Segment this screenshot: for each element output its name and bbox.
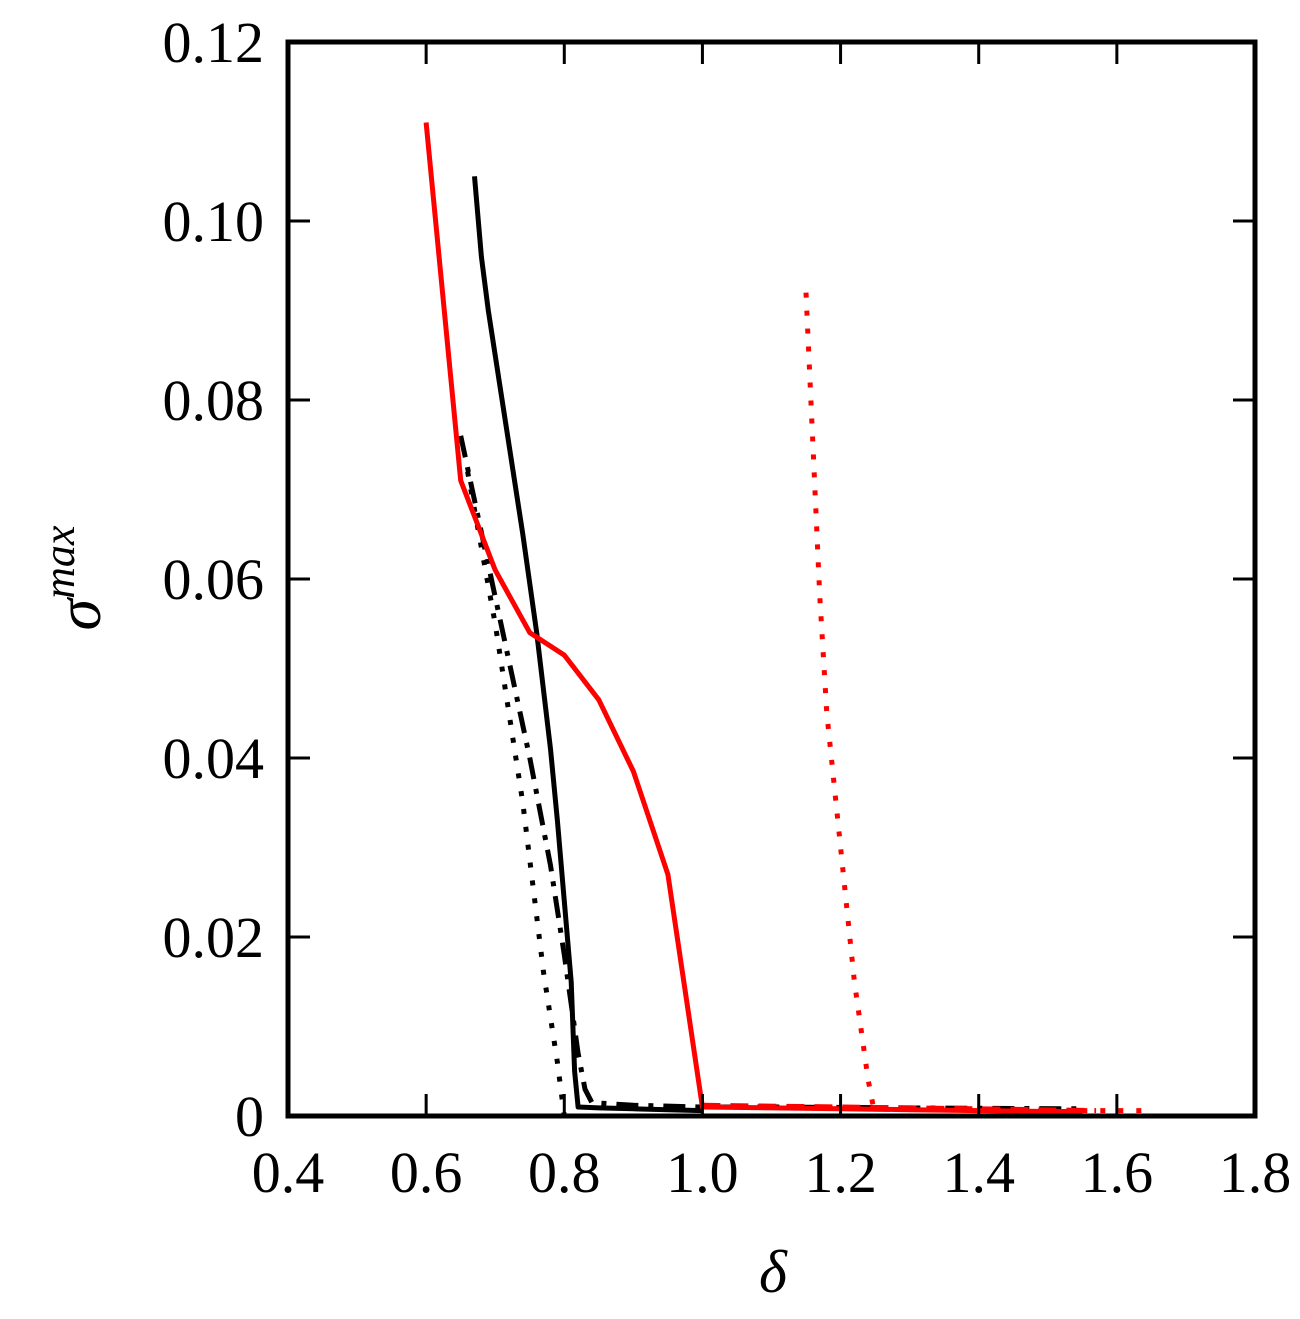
- x-tick-label: 1.8: [1219, 1140, 1292, 1205]
- y-tick-label: 0.08: [163, 368, 265, 433]
- series-layer: [423, 122, 1152, 1117]
- y-axis-label-superscript: max: [35, 525, 84, 599]
- ticks-layer: 0.4 0.6 0.8 1.0 1.2 1.4 1.6 1.8 0 0.02 0.04 0.06 0.0…: [163, 10, 1292, 1205]
- x-tick-label: 1.0: [666, 1140, 739, 1205]
- x-axis-label: δ: [759, 1239, 788, 1305]
- y-tick-label: 0.10: [163, 189, 265, 254]
- x-tick-label: 1.2: [804, 1140, 877, 1205]
- y-axis-label-base: σ: [43, 596, 114, 630]
- y-tick-label: 0: [235, 1084, 264, 1149]
- y-tick-label: 0.12: [163, 10, 265, 75]
- series-line-5: [803, 292, 878, 1117]
- y-tick-label: 0.04: [163, 726, 265, 791]
- y-tick-label: 0.06: [163, 547, 265, 612]
- series-line-4: [423, 122, 1083, 1114]
- series-line-3: [465, 471, 567, 1117]
- x-tick-label: 1.6: [1081, 1140, 1154, 1205]
- series-line-6: [702, 1102, 1097, 1114]
- x-tick-label: 0.4: [252, 1140, 325, 1205]
- x-tick-label: 0.8: [528, 1140, 601, 1205]
- series-line-1: [472, 176, 703, 1114]
- y-tick-label: 0.02: [163, 905, 265, 970]
- y-axis-label: σmax: [35, 525, 114, 630]
- x-tick-label: 1.4: [942, 1140, 1015, 1205]
- plot-frame: [285, 39, 1258, 1119]
- x-tick-label: 0.6: [390, 1140, 463, 1205]
